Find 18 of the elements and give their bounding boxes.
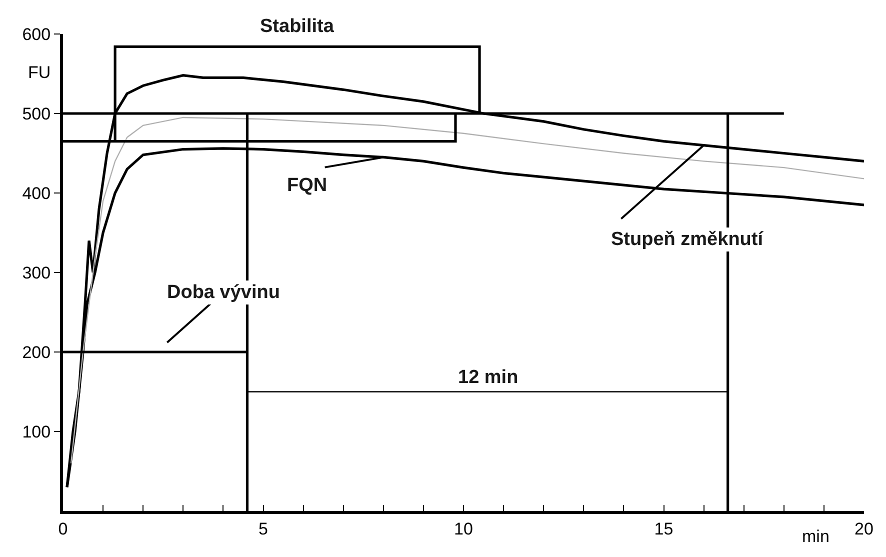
y-axis-title: FU [28, 63, 51, 82]
x-tick-label: 20 [854, 519, 874, 538]
y-tick-label: 300 [22, 263, 51, 282]
annotation: Doba vývinu [167, 282, 280, 303]
y-tick-label: 600 [22, 24, 51, 44]
annotation: Stabilita [260, 16, 334, 37]
annotation: Stupeň změknutí [611, 229, 764, 250]
y-tick-label: 200 [22, 342, 51, 362]
y-tick-label: 500 [22, 104, 51, 124]
x-tick-label: 0 [58, 519, 68, 538]
x-tick-label: 5 [258, 519, 268, 538]
y-tick-label: 400 [22, 184, 51, 203]
x-axis-title: min [802, 527, 830, 546]
annotation: 12 min [458, 367, 518, 388]
annotation: FQN [287, 175, 328, 196]
x-tick-label: 10 [454, 519, 473, 538]
y-tick-label: 100 [22, 422, 51, 442]
x-tick-label: 15 [654, 519, 674, 538]
